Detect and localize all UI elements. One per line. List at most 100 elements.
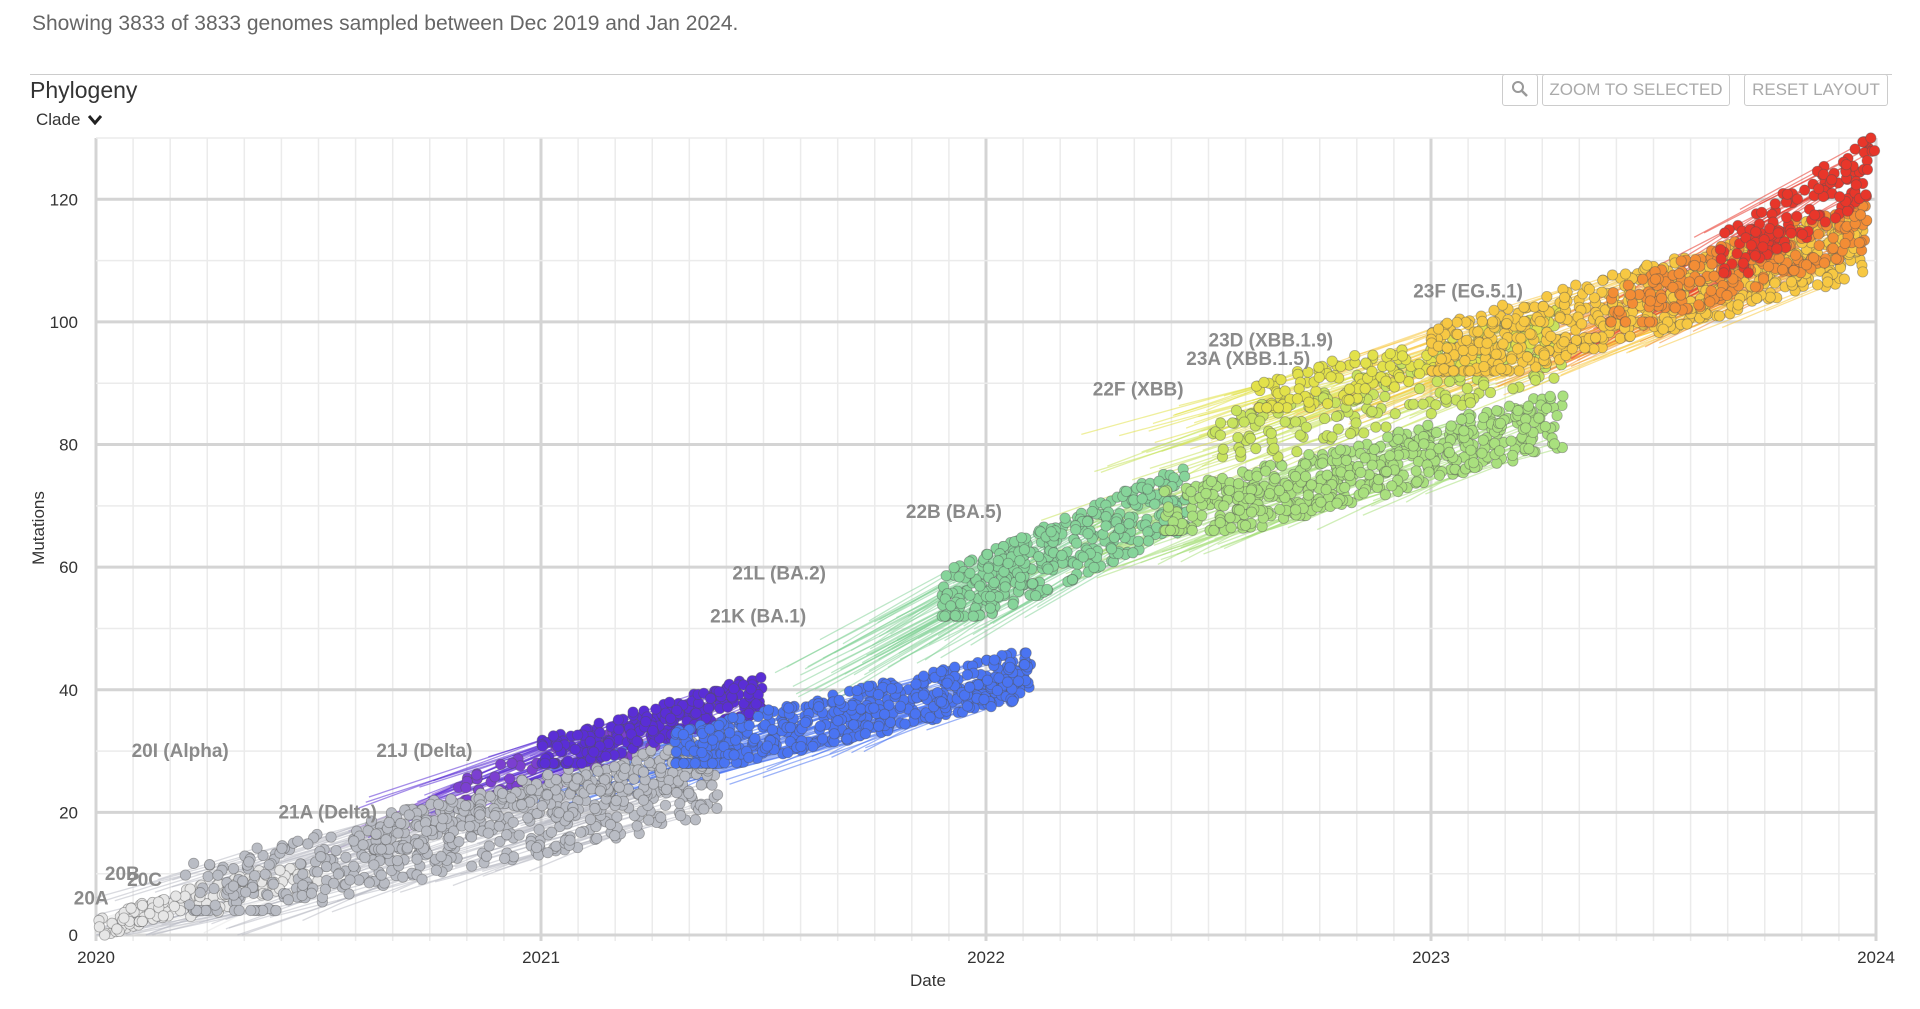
- tip-point[interactable]: [1544, 390, 1556, 402]
- tip-point[interactable]: [1186, 510, 1199, 522]
- tip-point[interactable]: [706, 779, 718, 791]
- tip-point[interactable]: [93, 921, 106, 933]
- tip-point[interactable]: [542, 769, 554, 781]
- tip-point[interactable]: [1440, 393, 1452, 405]
- tip-point[interactable]: [460, 782, 472, 794]
- tip-point[interactable]: [910, 678, 922, 690]
- tip-point[interactable]: [1326, 431, 1338, 443]
- tip-point[interactable]: [330, 844, 342, 857]
- tip-point[interactable]: [495, 758, 507, 770]
- tip-point[interactable]: [348, 835, 360, 847]
- tip-point[interactable]: [315, 851, 327, 863]
- tip-point[interactable]: [1478, 360, 1490, 373]
- tip-point[interactable]: [325, 831, 337, 843]
- tip-point[interactable]: [259, 868, 271, 880]
- tip-point[interactable]: [1675, 255, 1687, 267]
- tip-point[interactable]: [1082, 528, 1094, 540]
- tip-point[interactable]: [935, 665, 947, 678]
- tip-point[interactable]: [1380, 466, 1393, 478]
- tip-point[interactable]: [1694, 275, 1706, 287]
- tip-point[interactable]: [1268, 442, 1280, 454]
- tip-point[interactable]: [1451, 316, 1463, 328]
- tip-point[interactable]: [1142, 483, 1154, 495]
- tip-point[interactable]: [1443, 376, 1456, 388]
- tip-point[interactable]: [125, 902, 137, 914]
- tip-point[interactable]: [1533, 412, 1545, 424]
- tip-point[interactable]: [1071, 537, 1083, 549]
- tip-point[interactable]: [1321, 469, 1333, 481]
- tip-point[interactable]: [1693, 299, 1705, 311]
- tip-point[interactable]: [1291, 446, 1303, 458]
- tip-point[interactable]: [594, 785, 606, 797]
- tip-point[interactable]: [1086, 505, 1098, 518]
- tip-point[interactable]: [841, 733, 853, 745]
- tip-point[interactable]: [1273, 484, 1285, 497]
- tip-point[interactable]: [807, 740, 819, 752]
- tip-point[interactable]: [1566, 343, 1578, 355]
- tip-point[interactable]: [674, 797, 686, 810]
- tip-point[interactable]: [1457, 344, 1469, 357]
- tip-point[interactable]: [955, 597, 967, 610]
- tip-point[interactable]: [1732, 299, 1744, 311]
- tip-point[interactable]: [1431, 375, 1443, 388]
- tip-point[interactable]: [1588, 343, 1600, 355]
- tip-point[interactable]: [988, 654, 1000, 666]
- tip-point[interactable]: [609, 830, 621, 842]
- tip-points[interactable]: [93, 132, 1881, 941]
- tip-point[interactable]: [437, 813, 449, 825]
- tip-point[interactable]: [1014, 571, 1027, 583]
- tip-point[interactable]: [1366, 405, 1378, 417]
- tip-point[interactable]: [249, 870, 261, 882]
- tip-point[interactable]: [984, 602, 996, 614]
- tip-point[interactable]: [152, 896, 165, 908]
- tip-point[interactable]: [1030, 590, 1042, 602]
- tip-point[interactable]: [1026, 578, 1039, 590]
- tip-point[interactable]: [743, 719, 755, 732]
- tip-point[interactable]: [1224, 512, 1236, 524]
- tip-point[interactable]: [711, 802, 723, 814]
- tip-point[interactable]: [1258, 376, 1270, 388]
- tip-point[interactable]: [1494, 417, 1506, 429]
- tip-point[interactable]: [1380, 375, 1392, 387]
- tip-point[interactable]: [1417, 398, 1429, 410]
- tip-point[interactable]: [1264, 487, 1276, 500]
- tip-point[interactable]: [401, 842, 414, 854]
- tip-point[interactable]: [340, 851, 352, 863]
- tip-point[interactable]: [1518, 301, 1530, 313]
- tip-point[interactable]: [643, 756, 655, 769]
- tip-point[interactable]: [847, 719, 860, 731]
- tip-point[interactable]: [1274, 503, 1286, 516]
- tip-point[interactable]: [202, 870, 214, 883]
- tip-point[interactable]: [1002, 557, 1014, 569]
- tip-point[interactable]: [659, 799, 672, 811]
- tip-point[interactable]: [262, 889, 274, 901]
- tip-point[interactable]: [1366, 365, 1378, 378]
- tip-point[interactable]: [594, 727, 606, 739]
- tip-point[interactable]: [453, 836, 465, 848]
- tip-point[interactable]: [1223, 484, 1236, 497]
- tip-point[interactable]: [157, 910, 170, 922]
- tip-point[interactable]: [743, 752, 755, 764]
- tip-point[interactable]: [885, 683, 898, 695]
- tip-point[interactable]: [489, 771, 501, 783]
- tip-point[interactable]: [964, 567, 976, 579]
- tip-point[interactable]: [445, 793, 457, 805]
- tip-point[interactable]: [1487, 316, 1499, 328]
- tip-point[interactable]: [1467, 457, 1480, 469]
- tip-point[interactable]: [1425, 408, 1437, 420]
- tip-point[interactable]: [1407, 440, 1419, 452]
- tip-point[interactable]: [1472, 326, 1484, 338]
- tip-point[interactable]: [1370, 421, 1382, 433]
- tip-point[interactable]: [380, 834, 392, 846]
- tip-point[interactable]: [1430, 426, 1443, 439]
- tip-point[interactable]: [1357, 487, 1370, 499]
- tip-point[interactable]: [506, 757, 518, 769]
- tip-point[interactable]: [1355, 466, 1367, 479]
- tip-point[interactable]: [1289, 416, 1302, 428]
- tip-point[interactable]: [1384, 347, 1396, 360]
- tip-point[interactable]: [1136, 493, 1148, 505]
- tip-point[interactable]: [1557, 390, 1569, 402]
- tip-point[interactable]: [474, 809, 486, 821]
- tip-point[interactable]: [1497, 338, 1509, 350]
